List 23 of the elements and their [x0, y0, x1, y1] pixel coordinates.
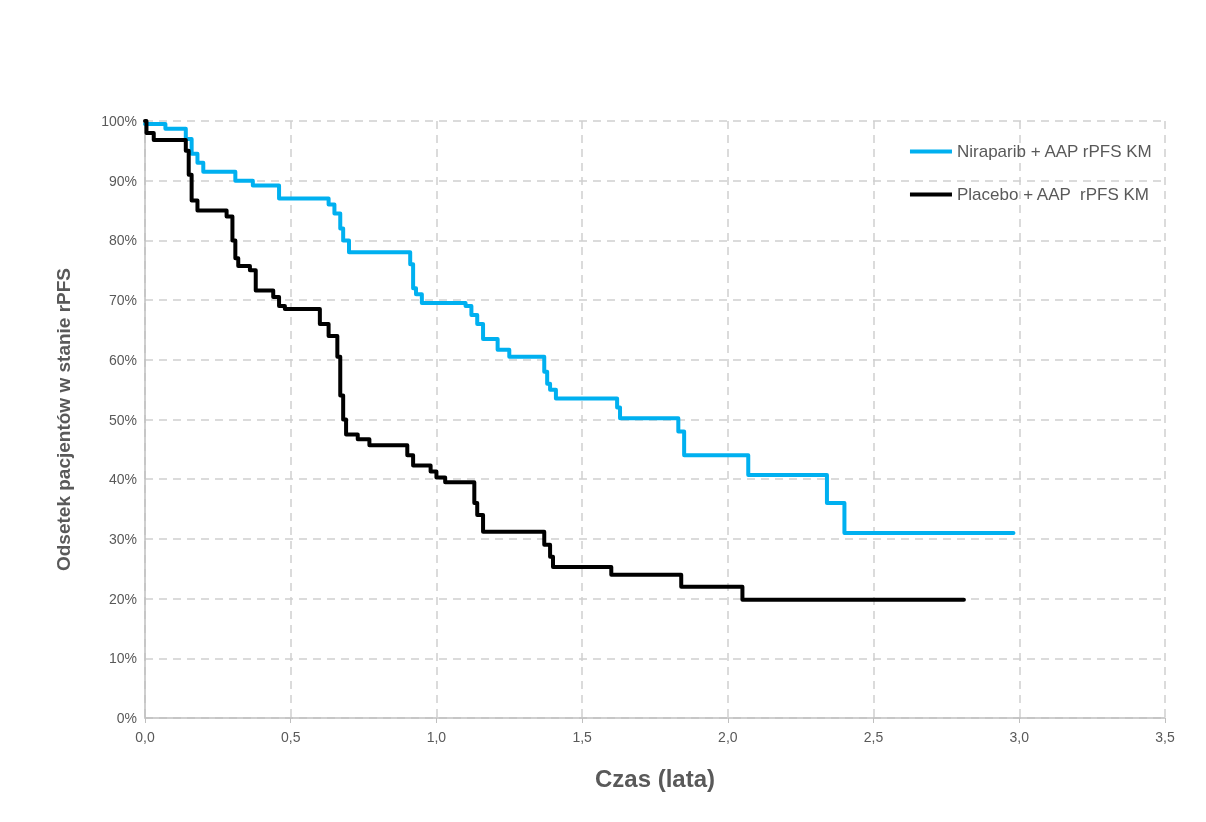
legend-label: Niraparib + AAP rPFS KM [956, 142, 1152, 161]
x-tick-label: 1,0 [426, 729, 447, 745]
x-tick-label: 3,0 [1009, 729, 1030, 745]
x-tick-label: 0,0 [135, 729, 155, 745]
y-tick-label: 50% [108, 411, 137, 428]
y-axis-title: Odsetek pacjentów w stanie rPFS [53, 267, 74, 572]
y-tick-label: 60% [108, 351, 137, 368]
y-tick-label: 40% [108, 471, 137, 488]
y-tick-label: 0% [116, 710, 137, 726]
y-tick-label: 20% [108, 590, 137, 607]
y-tick-label: 10% [108, 650, 137, 667]
x-tick-label: 0,5 [280, 729, 301, 745]
x-axis-title: Czas (lata) [594, 764, 716, 792]
x-tick-label: 3,5 [1155, 729, 1175, 745]
legend-label: Placebo + AAP rPFS KM [956, 185, 1149, 204]
x-tick-label: 1,5 [572, 729, 593, 745]
y-tick-label: 80% [108, 232, 137, 249]
y-tick-label: 70% [108, 292, 137, 309]
y-tick-label: 100% [101, 113, 137, 129]
y-tick-label: 30% [108, 530, 137, 547]
x-tick-label: 2,0 [718, 729, 738, 745]
y-tick-label: 90% [108, 172, 137, 189]
x-tick-label: 2,5 [863, 729, 884, 745]
